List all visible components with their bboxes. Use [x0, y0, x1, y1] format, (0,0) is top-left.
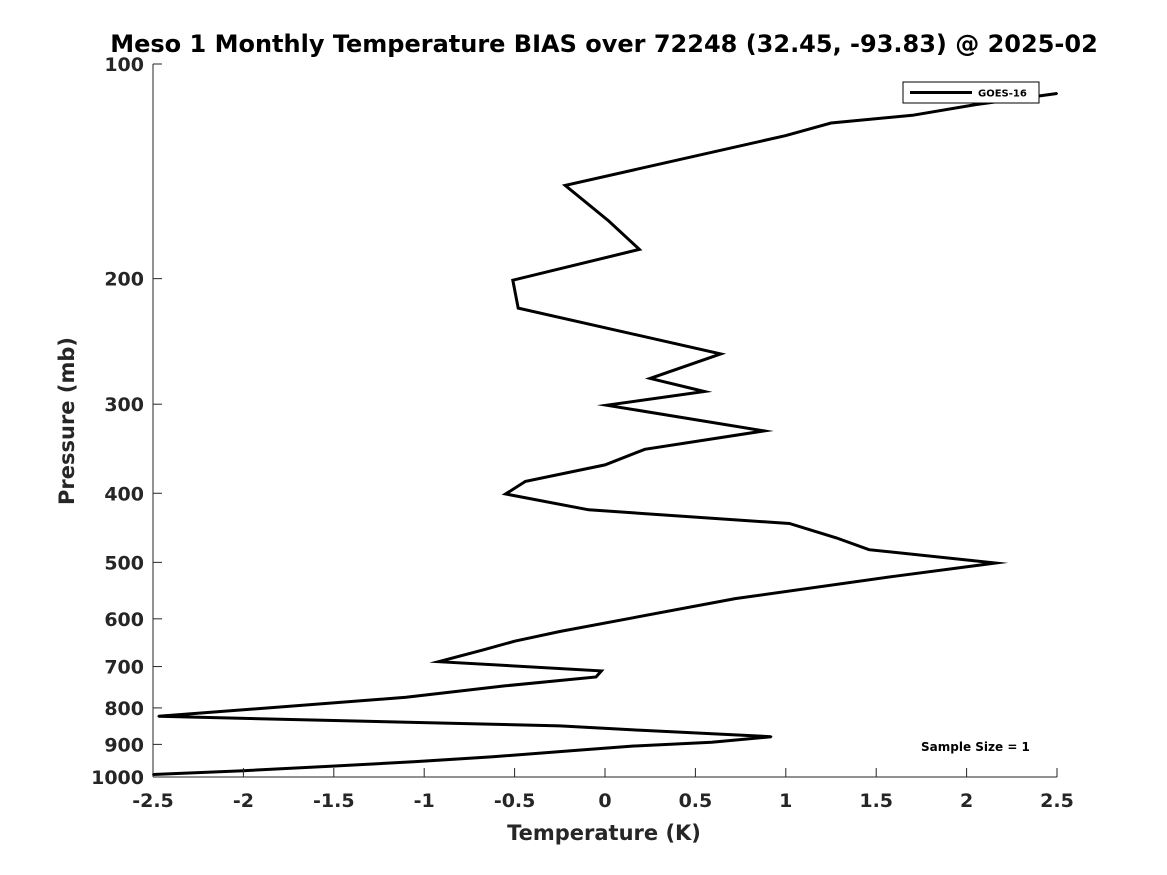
- y-tick-label: 300: [104, 394, 144, 416]
- data-point: [329, 765, 332, 768]
- data-point: [649, 377, 652, 380]
- plot-area-background: [153, 64, 1057, 777]
- data-point: [719, 352, 722, 355]
- x-tick-label: -1.5: [313, 790, 355, 812]
- data-point: [607, 219, 610, 222]
- x-axis-label: Temperature (K): [507, 821, 701, 845]
- data-point: [504, 493, 507, 496]
- chart-title: Meso 1 Monthly Temperature BIAS over 722…: [110, 30, 1098, 58]
- x-tick-label: 1.5: [859, 790, 893, 812]
- y-tick-label: 700: [104, 657, 144, 679]
- data-point: [710, 741, 713, 744]
- data-point: [623, 618, 626, 621]
- y-tick-label: 400: [104, 483, 144, 505]
- y-tick-label: 800: [104, 698, 144, 720]
- x-tick-label: -2.5: [132, 790, 174, 812]
- data-point: [481, 649, 484, 652]
- data-point: [911, 114, 914, 117]
- data-point: [763, 429, 766, 432]
- data-point: [830, 122, 832, 125]
- data-point: [867, 548, 870, 551]
- y-tick-label: 900: [104, 734, 144, 756]
- data-point: [564, 184, 567, 187]
- data-point: [558, 630, 561, 633]
- data-point: [412, 760, 415, 763]
- data-point: [835, 536, 838, 539]
- x-tick-label: 2.5: [1040, 790, 1074, 812]
- data-point: [638, 248, 641, 251]
- x-tick-label: 2: [960, 790, 973, 812]
- data-point: [788, 522, 791, 525]
- data-point: [558, 724, 561, 727]
- y-tick-label: 100: [104, 54, 144, 76]
- x-tick-label: -0.5: [494, 790, 536, 812]
- data-point: [734, 597, 737, 600]
- x-tick-label: -2: [233, 790, 254, 812]
- data-point: [513, 640, 516, 643]
- data-point: [437, 660, 440, 663]
- data-point: [974, 103, 977, 106]
- data-point: [490, 755, 493, 758]
- data-point: [893, 575, 896, 578]
- data-point: [517, 307, 520, 310]
- data-point: [640, 729, 643, 732]
- data-point: [157, 715, 160, 718]
- y-tick-label: 1000: [91, 767, 144, 789]
- data-point: [573, 749, 576, 752]
- data-point: [405, 696, 408, 699]
- legend[interactable]: GOES-16: [902, 81, 1040, 104]
- data-point: [770, 735, 773, 738]
- legend-label-goes16: GOES-16: [978, 89, 1027, 100]
- x-tick-label: 1: [779, 790, 792, 812]
- data-point: [1056, 92, 1058, 95]
- x-tick-label: 0.5: [679, 790, 713, 812]
- data-point: [994, 561, 997, 564]
- data-point: [631, 745, 634, 748]
- data-point: [524, 480, 527, 483]
- axes-layer: -2.5 -2 -1.5 -1 -0.5 0 0.5 1 1.5 2 2.5 100 200 300 400…: [91, 54, 1074, 812]
- data-point: [600, 669, 603, 672]
- x-tick-label: -1: [414, 790, 435, 812]
- y-tick-label: 600: [104, 609, 144, 631]
- data-point: [604, 463, 606, 466]
- x-tick-label: 0: [598, 790, 611, 812]
- y-tick-label: 200: [104, 269, 144, 291]
- data-point: [504, 684, 507, 687]
- data-point: [784, 134, 787, 137]
- data-point: [587, 508, 590, 511]
- y-tick-label: 500: [104, 552, 144, 574]
- y-axis-label: Pressure (mb): [55, 337, 79, 505]
- data-point: [643, 448, 646, 451]
- data-point: [703, 390, 706, 393]
- sample-size-annotation: Sample Size = 1: [921, 740, 1030, 754]
- plot-layer: [152, 92, 1058, 776]
- data-point: [605, 404, 608, 407]
- data-point: [594, 675, 597, 678]
- data-point: [511, 279, 514, 282]
